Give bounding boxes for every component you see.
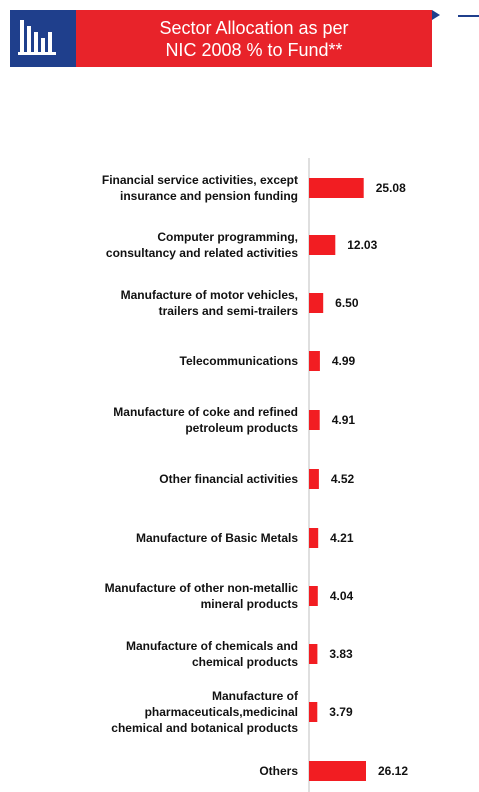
category-label-6-line-0: Manufacture of Basic Metals <box>135 531 298 545</box>
category-label-3-line-0: Telecommunications <box>179 354 298 368</box>
category-label-7-line-1: mineral products <box>200 597 298 611</box>
value-label-9: 3.79 <box>329 705 353 719</box>
category-label-0-line-0: Financial service activities, except <box>101 173 298 187</box>
header-divider <box>458 15 479 17</box>
page-title-line2: NIC 2008 % to Fund** <box>165 39 343 60</box>
value-label-0: 25.08 <box>375 181 406 195</box>
bar-5 <box>309 469 319 489</box>
category-label-8-line-1: chemical products <box>191 655 298 669</box>
bar-9 <box>309 702 318 722</box>
category-label-6: Manufacture of Basic Metals <box>58 530 298 546</box>
category-label-9-line-0: Manufacture of <box>211 689 298 703</box>
header-arrow-icon <box>432 10 440 20</box>
category-label-9-line-1: pharmaceuticals,medicinal <box>144 705 298 719</box>
page-title-line1: Sector Allocation as per <box>159 17 349 38</box>
category-label-2-line-1: trailers and semi-trailers <box>158 304 298 318</box>
value-label-3: 4.99 <box>331 354 356 368</box>
value-label-8: 3.83 <box>329 647 353 661</box>
category-label-1-line-1: consultancy and related activities <box>105 246 298 260</box>
bar-4 <box>309 410 320 430</box>
bar-2 <box>309 293 324 313</box>
header-icon-box <box>10 10 76 67</box>
category-label-4-line-1: petroleum products <box>185 421 298 435</box>
category-label-7: Manufacture of other non-metallic mineral… <box>58 580 298 612</box>
category-label-9: Manufacture of pharmaceuticals,medicinal c… <box>58 688 298 736</box>
category-label-2-line-0: Manufacture of motor vehicles, <box>120 288 298 302</box>
category-label-8-line-0: Manufacture of chemicals and <box>125 639 298 653</box>
category-label-0-line-1: insurance and pension funding <box>119 189 298 203</box>
category-label-3: Telecommunications <box>58 353 298 369</box>
category-label-2: Manufacture of motor vehicles, trailers a… <box>58 287 298 319</box>
value-label-7: 4.04 <box>329 589 354 603</box>
category-label-5: Other financial activities <box>58 471 298 487</box>
value-label-5: 4.52 <box>330 472 355 486</box>
bar-8 <box>309 644 318 664</box>
bar-10 <box>309 761 366 781</box>
bar-1 <box>309 235 336 255</box>
value-label-6: 4.21 <box>330 531 354 545</box>
bar-0 <box>309 178 364 198</box>
category-label-0: Financial service activities, except insu… <box>58 172 298 204</box>
category-label-9-line-2: chemical and botanical products <box>111 721 298 735</box>
value-label-4: 4.91 <box>331 413 356 427</box>
bar-7 <box>309 586 318 606</box>
category-label-1-line-0: Computer programming, <box>157 230 298 244</box>
category-label-4-line-0: Manufacture of coke and refined <box>113 405 298 419</box>
category-label-10-line-0: Others <box>259 764 298 778</box>
category-label-8: Manufacture of chemicals and chemical pro… <box>58 638 298 670</box>
bar-6 <box>309 528 319 548</box>
value-label-2: 6.50 <box>335 296 359 310</box>
category-label-7-line-0: Manufacture of other non-metallic <box>104 581 298 595</box>
bar-3 <box>309 351 320 371</box>
page-title: Sector Allocation as per NIC 2008 % to F… <box>76 10 432 67</box>
value-label-1: 12.03 <box>347 238 378 252</box>
category-label-4: Manufacture of coke and refined petroleum… <box>58 404 298 436</box>
bar-chart-icon <box>18 20 56 55</box>
value-label-10: 26.12 <box>378 764 409 778</box>
category-label-5-line-0: Other financial activities <box>159 472 298 486</box>
category-label-10: Others <box>58 763 298 779</box>
category-label-1: Computer programming, consultancy and rel… <box>58 229 298 261</box>
